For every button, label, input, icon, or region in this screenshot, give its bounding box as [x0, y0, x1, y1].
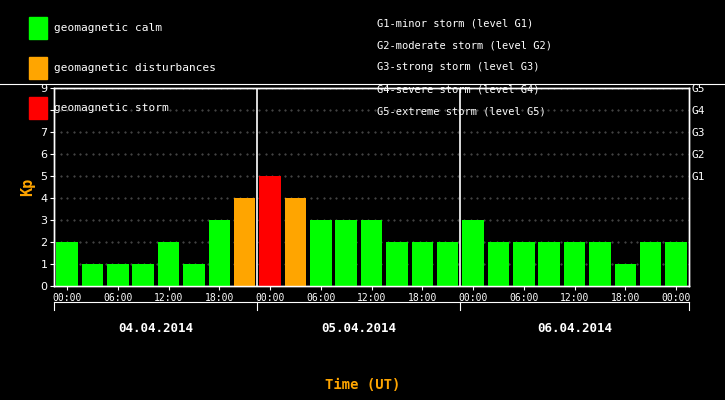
Text: geomagnetic disturbances: geomagnetic disturbances [54, 63, 216, 73]
Y-axis label: Kp: Kp [20, 178, 35, 196]
Text: G4-severe storm (level G4): G4-severe storm (level G4) [377, 84, 539, 94]
Bar [107, 264, 128, 286]
Bar [209, 220, 230, 286]
Text: G2-moderate storm (level G2): G2-moderate storm (level G2) [377, 40, 552, 50]
Text: 04.04.2014: 04.04.2014 [118, 322, 194, 335]
Bar [513, 242, 534, 286]
Bar [183, 264, 204, 286]
Text: geomagnetic calm: geomagnetic calm [54, 23, 162, 33]
Bar [285, 198, 306, 286]
Bar [133, 264, 154, 286]
Bar [463, 220, 484, 286]
Bar [640, 242, 661, 286]
Text: G1-minor storm (level G1): G1-minor storm (level G1) [377, 18, 534, 28]
Bar [589, 242, 610, 286]
Bar [82, 264, 103, 286]
Bar [615, 264, 636, 286]
Text: G3-strong storm (level G3): G3-strong storm (level G3) [377, 62, 539, 72]
Bar [158, 242, 179, 286]
Bar [260, 176, 281, 286]
Bar [666, 242, 687, 286]
Bar [57, 242, 78, 286]
Text: Time (UT): Time (UT) [325, 378, 400, 392]
Bar [386, 242, 407, 286]
Bar [539, 242, 560, 286]
Bar [310, 220, 331, 286]
Text: G5-extreme storm (level G5): G5-extreme storm (level G5) [377, 106, 546, 116]
Bar [488, 242, 509, 286]
Bar [336, 220, 357, 286]
Bar [437, 242, 458, 286]
Bar [564, 242, 585, 286]
Bar [412, 242, 433, 286]
Text: geomagnetic storm: geomagnetic storm [54, 103, 169, 113]
Bar [361, 220, 382, 286]
Text: 06.04.2014: 06.04.2014 [537, 322, 612, 335]
Bar [234, 198, 255, 286]
Text: 05.04.2014: 05.04.2014 [321, 322, 397, 335]
